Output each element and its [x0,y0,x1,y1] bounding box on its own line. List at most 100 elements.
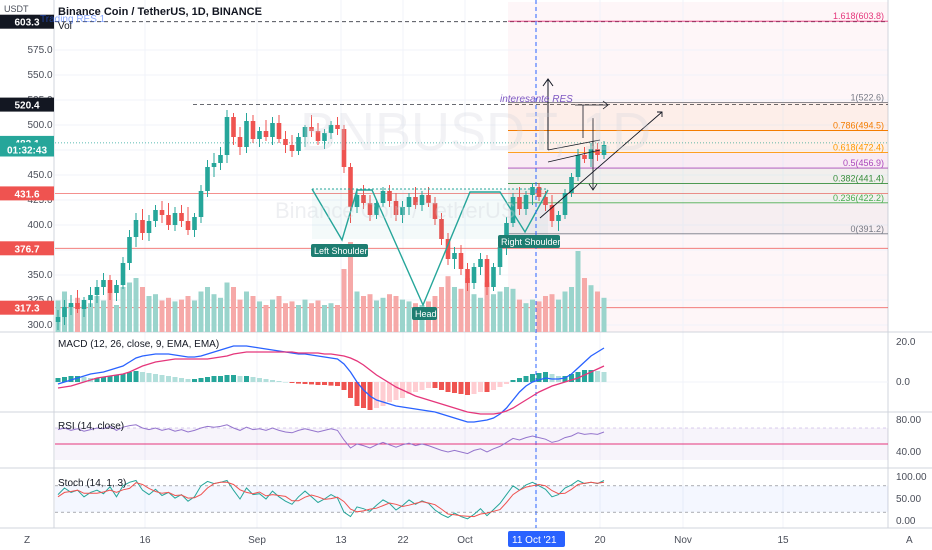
candle-body[interactable] [549,205,555,221]
candle-body[interactable] [536,187,542,197]
candle-body[interactable] [237,137,243,147]
candle-body[interactable] [107,280,113,293]
candle-body[interactable] [218,155,223,163]
candle-body[interactable] [296,137,301,151]
auto-scale-button[interactable]: A [906,535,913,546]
candle-body[interactable] [185,221,191,230]
candle-body[interactable] [387,191,392,201]
candle-body[interactable] [159,210,165,215]
candle-body[interactable] [530,187,535,195]
candle-body[interactable] [146,221,152,233]
candle-body[interactable] [582,155,587,159]
candle-body[interactable] [361,195,366,203]
candle-body[interactable] [601,145,607,155]
trend-channel-upper[interactable] [539,111,663,219]
candle-body[interactable] [348,167,353,207]
candle-body[interactable] [120,263,126,285]
macd-signal-line[interactable] [57,351,605,415]
candle-body[interactable] [62,307,67,317]
candle-body[interactable] [81,300,87,309]
candle-body[interactable] [335,125,340,129]
candle-body[interactable] [94,287,100,295]
candle-body[interactable] [166,215,171,225]
candle-body[interactable] [413,197,418,205]
candle-body[interactable] [244,121,249,147]
candle-body[interactable] [133,220,139,237]
head-shoulders-outline[interactable] [311,188,549,307]
candle-body[interactable] [205,167,210,191]
right-shoulder-annotation[interactable]: Right Shoulder [498,235,561,248]
candle-body[interactable] [374,203,379,215]
res-note[interactable]: interesante RES [500,94,573,105]
candle-body[interactable] [562,193,568,215]
candle-body[interactable] [172,213,178,225]
candle-body[interactable] [257,131,262,139]
candle-body[interactable] [289,145,295,151]
candle-body[interactable] [68,303,74,307]
candle-body[interactable] [445,239,451,259]
candle-body[interactable] [543,197,548,205]
stoch-d-line[interactable] [57,481,605,518]
wedge-lower[interactable] [547,149,601,163]
candle-body[interactable] [75,303,80,309]
candle-body[interactable] [588,149,594,159]
candle-body[interactable] [484,259,490,287]
wedge-upper[interactable] [547,139,601,151]
candle-body[interactable] [458,253,464,269]
rsi-line[interactable] [57,424,605,455]
candle-body[interactable] [452,253,457,259]
candle-body[interactable] [400,207,405,215]
candle-body[interactable] [127,237,132,263]
candle-body[interactable] [523,195,529,209]
candle-body[interactable] [426,195,431,203]
candle-body[interactable] [432,203,438,219]
candle-body[interactable] [478,259,483,267]
candle-body[interactable] [192,217,197,230]
candle-body[interactable] [55,317,61,322]
candle-body[interactable] [153,210,158,221]
candle-body[interactable] [88,295,93,300]
candle-body[interactable] [497,247,503,267]
candle-body[interactable] [276,123,282,139]
candle-body[interactable] [406,197,412,207]
candle-body[interactable] [315,131,321,141]
stoch-k-line[interactable] [57,479,605,520]
candle-body[interactable] [341,129,347,167]
candle-body[interactable] [250,121,256,139]
candle-body[interactable] [309,127,314,131]
candle-body[interactable] [465,269,470,283]
candle-body[interactable] [419,195,425,205]
candle-body[interactable] [270,123,275,137]
candle-body[interactable] [380,191,386,203]
candle-body[interactable] [556,215,561,221]
candle-body[interactable] [231,117,236,137]
candle-body[interactable] [283,139,288,145]
timezone-icon[interactable]: Z [24,535,30,546]
symbol-title[interactable]: Binance Coin / TetherUS, 1D, BINANCE [58,6,262,18]
candle-body[interactable] [198,191,204,217]
candle-body[interactable] [354,195,360,207]
candle-body[interactable] [575,155,581,177]
candle-body[interactable] [101,280,106,287]
candle-body[interactable] [263,131,269,137]
candle-body[interactable] [322,133,327,141]
candle-body[interactable] [179,213,184,221]
candle-body[interactable] [302,127,308,137]
candle-body[interactable] [367,203,373,215]
candle-body[interactable] [211,163,217,167]
candle-body[interactable] [491,267,496,287]
candle-body[interactable] [595,149,600,155]
candle-body[interactable] [439,219,444,239]
left-shoulder-annotation[interactable]: Left Shoulder [311,244,368,257]
candle-body[interactable] [517,197,522,209]
candle-body[interactable] [224,117,230,155]
head-annotation[interactable]: Head [412,307,437,320]
candle-body[interactable] [328,125,334,133]
candle-body[interactable] [114,285,119,293]
candle-body[interactable] [510,197,516,223]
candle-body[interactable] [140,220,145,233]
candle-body[interactable] [569,177,574,193]
candle-body[interactable] [471,267,477,283]
candle-body[interactable] [393,201,399,215]
